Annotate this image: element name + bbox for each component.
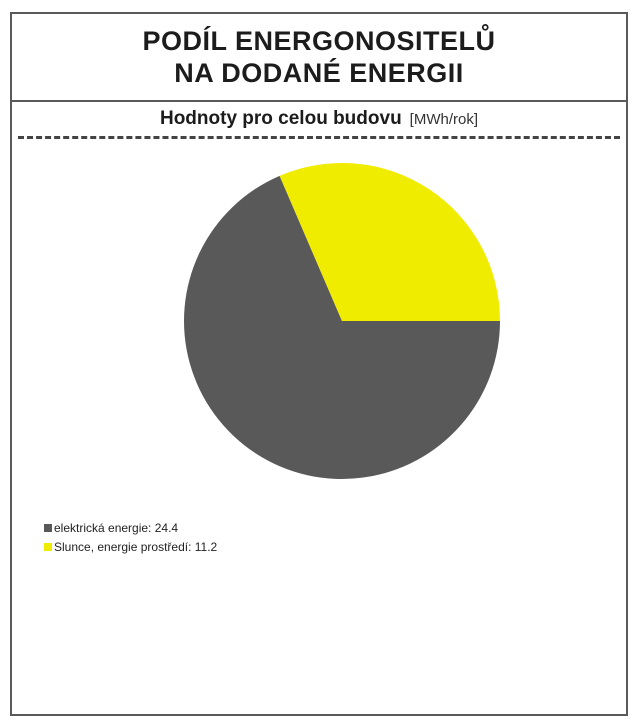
subtitle-text: Hodnoty pro celou budovu <box>159 108 402 129</box>
legend-item-electric: elektrická energie: 24.4 <box>44 518 217 537</box>
legend-label-solar: Slunce, energie prostředí: 11.2 <box>54 539 218 554</box>
chart-title: PODÍL ENERGONOSITELŮ NA DODANÉ ENERGII <box>12 14 626 102</box>
legend-swatch-solar <box>44 542 52 551</box>
legend-item-solar: Slunce, energie prostředí: 11.2 <box>44 537 217 556</box>
legend-label-electric: elektrická energie: 24.4 <box>54 520 179 535</box>
subtitle-unit: [MWh/rok] <box>409 110 479 128</box>
pie-chart <box>184 162 500 480</box>
legend-swatch-electric <box>44 523 52 532</box>
pie-slice-electric <box>184 175 500 480</box>
chart-subtitle: Hodnoty pro celou budovu [MWh/rok] <box>18 102 620 139</box>
chart-title-line-1: PODÍL ENERGONOSITELŮ <box>142 26 496 56</box>
chart-panel: PODÍL ENERGONOSITELŮ NA DODANÉ ENERGII H… <box>10 12 628 716</box>
pie-slice-solar <box>279 162 500 321</box>
chart-legend: elektrická energie: 24.4 Slunce, energie… <box>44 518 217 556</box>
chart-title-line-2: NA DODANÉ ENERGII <box>174 58 464 88</box>
